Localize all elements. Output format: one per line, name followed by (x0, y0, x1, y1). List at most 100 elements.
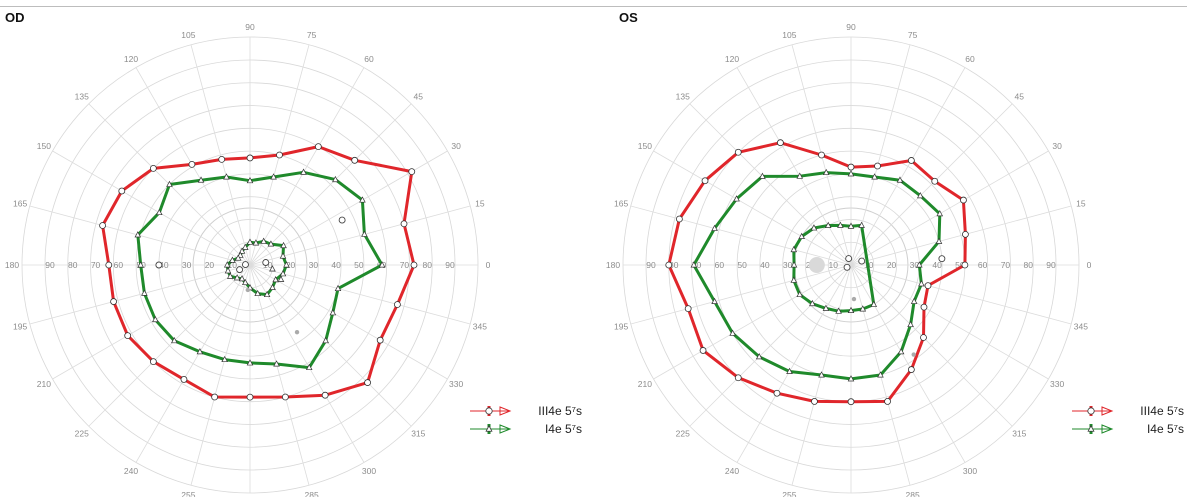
legend-marker (1087, 424, 1095, 432)
isopter-point (847, 222, 855, 229)
radius-tick-label: 40 (159, 260, 169, 270)
isopter-point (810, 224, 818, 231)
isopter-point (246, 359, 254, 366)
isopter-point (665, 261, 673, 269)
isopter-point (332, 175, 339, 183)
radius-tick-label: 80 (1023, 260, 1033, 270)
grid-spoke (630, 264, 852, 325)
angle-tick-label: 345 (1074, 322, 1088, 332)
grid-spoke (689, 264, 852, 427)
isopter-point (188, 160, 196, 168)
isopter-point (711, 297, 718, 305)
radius-tick-label: 20 (205, 260, 215, 270)
isopter-point (858, 221, 865, 228)
legend-arrow (499, 424, 512, 434)
test-point (262, 259, 270, 266)
radius-tick-label: 90 (1046, 260, 1056, 270)
isopter-point (105, 261, 113, 269)
isopter-point (197, 176, 205, 183)
grid-spoke (52, 150, 251, 266)
angle-tick-label: 195 (614, 322, 628, 332)
isopter-point (684, 305, 692, 313)
isopter-point (918, 280, 925, 287)
angle-tick-label: 225 (676, 428, 690, 438)
isopter-point (961, 261, 969, 269)
isopter-point (322, 336, 329, 344)
isopter-point (675, 215, 683, 223)
angle-tick-label: 60 (965, 54, 975, 64)
isopter-point (847, 375, 855, 382)
isopter-point (246, 154, 254, 162)
isopter-point (935, 237, 943, 244)
grid-spoke (850, 103, 1013, 266)
isopter-point (137, 261, 144, 268)
angle-tick-label: 0 (486, 260, 491, 270)
isopter-point (260, 237, 267, 244)
isopter-point (238, 275, 246, 282)
angle-tick-label: 330 (1050, 379, 1064, 389)
grid-spoke (249, 205, 471, 266)
angle-tick-label: 75 (908, 30, 918, 40)
isopter-point (300, 168, 307, 175)
isopter-point (910, 297, 918, 304)
isopter-point (270, 173, 277, 180)
isopter-point (149, 358, 157, 366)
grid-spoke (653, 264, 852, 380)
isopter-point (773, 389, 781, 397)
test-point (851, 296, 857, 302)
isopter-point (180, 376, 188, 383)
angle-tick-label: 45 (414, 92, 424, 102)
grid-spoke (653, 150, 852, 266)
test-point (938, 255, 946, 263)
radius-tick-label: 60 (114, 260, 124, 270)
isopter-point (776, 139, 784, 147)
test-point (242, 261, 249, 269)
isopter-point (916, 191, 924, 199)
angle-tick-label: 135 (676, 92, 690, 102)
angle-tick-label: 345 (473, 322, 487, 332)
radius-tick-label: 50 (737, 260, 747, 270)
angle-tick-label: 210 (638, 379, 652, 389)
radius-tick-label: 90 (45, 260, 55, 270)
isopter-point (263, 290, 271, 298)
isopter-point (334, 284, 342, 292)
isopter-point (877, 371, 884, 378)
radius-tick-label: 70 (1001, 260, 1011, 270)
test-point (858, 257, 866, 265)
isopter-point (410, 261, 418, 269)
isopter-point (907, 320, 914, 328)
radius-tick-label: 60 (978, 260, 988, 270)
grid-spoke (249, 264, 310, 486)
isopter-point (242, 278, 249, 286)
isopter-point (364, 379, 371, 386)
angle-tick-label: 75 (307, 30, 317, 40)
test-point (911, 352, 916, 357)
isopter-point (141, 289, 148, 296)
legend-label: III4e 5⁷s (538, 404, 582, 418)
isopter-point (221, 355, 228, 363)
isopter-point (246, 393, 254, 401)
isopter-point (233, 274, 241, 281)
grid-spoke (249, 103, 412, 266)
radius-tick-label: 80 (422, 260, 432, 270)
isopter-point (329, 309, 337, 316)
isopter-point (847, 306, 855, 314)
test-point (269, 265, 276, 272)
radius-tick-label: 40 (932, 260, 942, 270)
isopter-point (134, 231, 142, 238)
test-point (277, 275, 285, 282)
isopter-point (276, 151, 283, 159)
radius-tick-label: 20 (286, 260, 296, 270)
top-divider (0, 6, 1187, 7)
isopter-point (211, 393, 219, 401)
grid-spoke (850, 264, 1049, 380)
isopter-point (280, 241, 287, 249)
test-point (338, 216, 346, 224)
legend-marker (485, 407, 493, 415)
angle-tick-label: 45 (1015, 92, 1025, 102)
angle-tick-label: 285 (305, 490, 319, 497)
isopter-point (701, 177, 709, 185)
radius-tick-label: 70 (91, 260, 101, 270)
isopter-point (269, 283, 276, 290)
isopter-point (252, 239, 260, 246)
